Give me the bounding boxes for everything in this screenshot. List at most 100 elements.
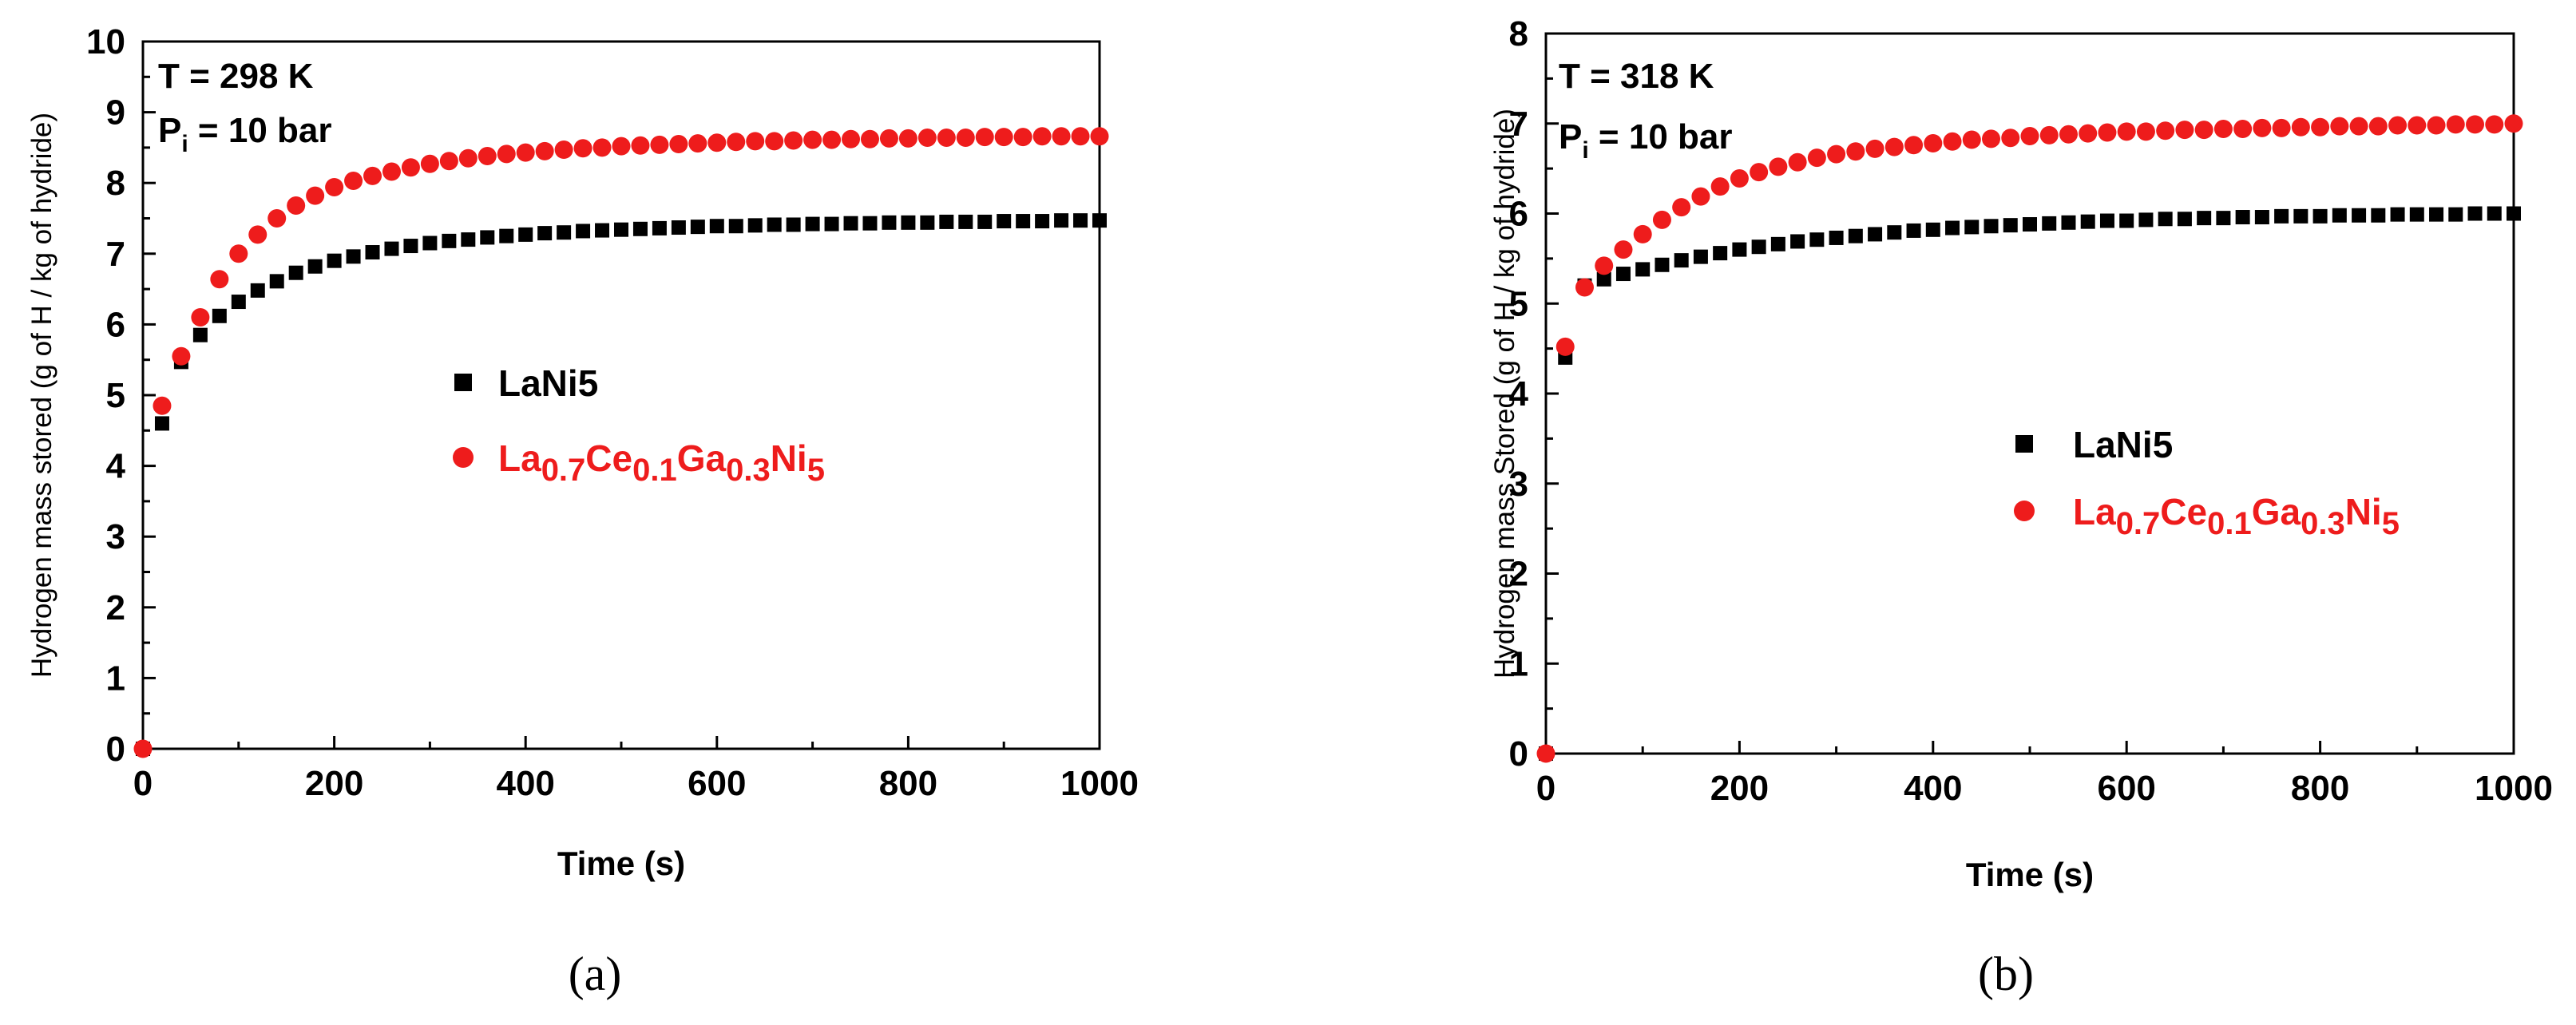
y-tick-label: 5 bbox=[106, 376, 125, 415]
data-point bbox=[2272, 118, 2291, 137]
legend-item-lani5: LaNi5 bbox=[2015, 424, 2173, 465]
data-point bbox=[1652, 210, 1671, 229]
data-point bbox=[2253, 118, 2272, 137]
data-point bbox=[784, 131, 803, 150]
data-point bbox=[210, 270, 229, 289]
y-tick-label: 7 bbox=[106, 235, 125, 274]
data-point bbox=[478, 147, 497, 166]
x-tick-label: 1000 bbox=[1060, 764, 1139, 803]
data-point bbox=[2429, 207, 2444, 222]
x-tick-label: 0 bbox=[1536, 769, 1556, 808]
data-point bbox=[1868, 227, 1883, 242]
legend-marker bbox=[2015, 435, 2033, 453]
data-point bbox=[765, 132, 784, 151]
data-point bbox=[1924, 134, 1943, 153]
data-point bbox=[153, 396, 172, 415]
data-point bbox=[2293, 208, 2308, 224]
data-point bbox=[1943, 132, 1962, 151]
data-point bbox=[1016, 214, 1031, 229]
data-point bbox=[707, 133, 727, 152]
data-point bbox=[1575, 278, 1594, 297]
legend-label: LaNi5 bbox=[498, 362, 598, 404]
data-point bbox=[557, 225, 572, 240]
y-axis-title: Hydrogen mass stored (g of H / kg of hyd… bbox=[26, 113, 57, 678]
legend-text-part: La bbox=[498, 437, 541, 479]
y-tick-label: 0 bbox=[106, 730, 125, 769]
legend-text-part: Ga bbox=[2252, 491, 2301, 532]
pressure-subscript: i bbox=[1582, 137, 1588, 164]
data-point bbox=[363, 166, 382, 185]
legend-item-lani5: LaNi5 bbox=[454, 362, 598, 404]
data-point bbox=[1035, 214, 1050, 229]
legend-subscript: 0.7 bbox=[2116, 506, 2161, 541]
data-point bbox=[2001, 129, 2020, 148]
legend-label: LaNi5 bbox=[2073, 424, 2173, 465]
data-point bbox=[537, 226, 553, 241]
data-point bbox=[1073, 213, 1088, 228]
legend-text-part: Ni bbox=[2345, 491, 2382, 532]
y-tick-label: 6 bbox=[106, 305, 125, 344]
data-point bbox=[365, 245, 380, 260]
data-point bbox=[2352, 208, 2367, 223]
data-point bbox=[573, 139, 592, 158]
data-point bbox=[709, 219, 724, 234]
data-point bbox=[842, 129, 861, 148]
data-point bbox=[1865, 139, 1884, 158]
data-point bbox=[2080, 214, 2095, 229]
data-point bbox=[554, 140, 573, 160]
data-point bbox=[307, 259, 323, 274]
data-point bbox=[2235, 210, 2250, 225]
data-point bbox=[1536, 744, 1556, 763]
data-point bbox=[2098, 123, 2117, 142]
legend-subscript: 0.1 bbox=[2207, 506, 2252, 541]
data-point bbox=[1615, 267, 1631, 282]
x-tick-label: 600 bbox=[2097, 769, 2155, 808]
data-point bbox=[439, 152, 458, 171]
panel-caption: (a) bbox=[569, 948, 622, 1000]
data-point bbox=[384, 241, 399, 256]
y-tick-label: 8 bbox=[1509, 14, 1528, 53]
chart-panel-b: 0 200 400 600 800 1000 0 1 2 3 4 5 6 7 8 Time (s) Hydrog… bbox=[1489, 14, 2553, 1000]
y-tick-label: 4 bbox=[106, 447, 126, 486]
data-point bbox=[1750, 163, 1769, 182]
data-point bbox=[2020, 127, 2039, 146]
data-point bbox=[2349, 117, 2368, 136]
x-tick-label: 200 bbox=[305, 764, 363, 803]
data-point bbox=[192, 327, 208, 342]
data-point bbox=[822, 130, 842, 149]
data-point bbox=[288, 265, 303, 280]
data-point bbox=[688, 134, 707, 153]
data-point bbox=[1829, 230, 1844, 245]
data-point bbox=[191, 308, 210, 327]
data-point bbox=[325, 178, 344, 197]
data-point bbox=[937, 128, 956, 147]
data-point bbox=[1809, 232, 1825, 247]
data-point bbox=[344, 172, 363, 191]
data-point bbox=[958, 214, 973, 229]
data-point bbox=[614, 222, 628, 237]
data-point bbox=[2390, 207, 2405, 222]
data-point bbox=[1672, 198, 1691, 217]
data-point bbox=[1884, 137, 1904, 156]
data-point bbox=[975, 128, 994, 147]
data-point bbox=[2467, 206, 2483, 221]
data-point bbox=[248, 225, 268, 244]
legend-text-part: Ni bbox=[771, 437, 807, 479]
data-point bbox=[346, 249, 361, 264]
legend-marker bbox=[454, 374, 472, 391]
data-point bbox=[2059, 125, 2078, 144]
data-point bbox=[977, 214, 993, 229]
data-point bbox=[2061, 215, 2076, 230]
data-point bbox=[576, 224, 591, 239]
data-point bbox=[747, 218, 763, 233]
data-point bbox=[1674, 253, 1689, 268]
data-point bbox=[2158, 212, 2173, 227]
data-point bbox=[1982, 129, 2001, 148]
data-point bbox=[1635, 262, 1651, 277]
legend-marker bbox=[453, 447, 474, 468]
data-point bbox=[2311, 117, 2330, 137]
data-point bbox=[805, 216, 820, 232]
pressure-value: = 10 bar bbox=[1589, 117, 1733, 156]
data-point bbox=[382, 162, 401, 181]
data-point bbox=[154, 416, 169, 431]
